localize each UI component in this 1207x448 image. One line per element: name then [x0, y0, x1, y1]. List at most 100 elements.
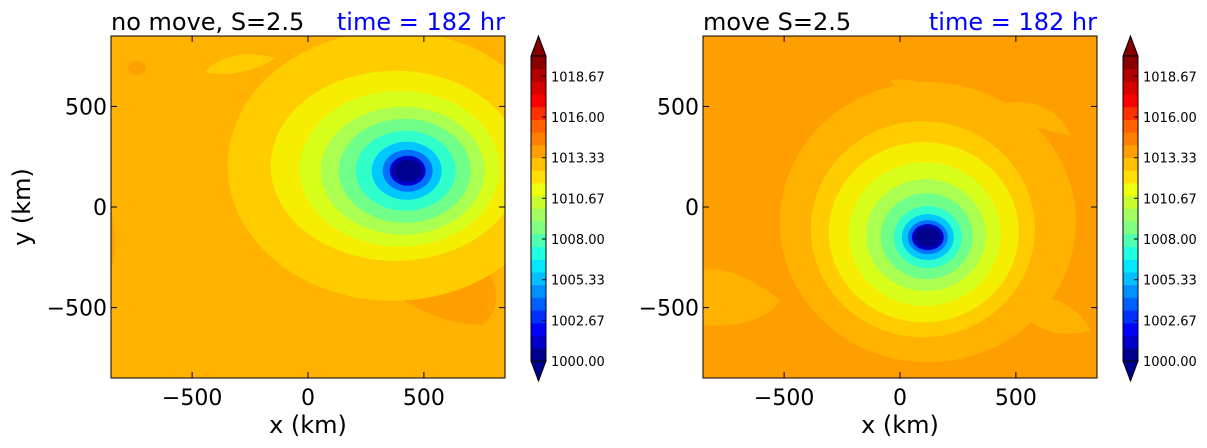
colorbar-band	[1123, 348, 1138, 362]
contour-band	[393, 159, 422, 182]
colorbar-band	[1123, 272, 1138, 286]
panel-title: move S=2.5	[703, 8, 851, 36]
y-axis-ticks: 500 0 −500	[639, 95, 1097, 322]
colorbar-band	[531, 183, 546, 197]
x-axis-ticks: −500 0 500	[754, 36, 1037, 411]
colorbar: 1000.00 1002.67 1005.33 1008.00 1010.67 1013.…	[530, 34, 605, 383]
colorbar-tick-label: 1013.33	[551, 152, 605, 167]
x-axis-label: x (km)	[861, 411, 939, 439]
colorbar-tick-label: 1000.00	[1143, 355, 1197, 370]
colorbar-band	[1123, 157, 1138, 171]
colorbar-band	[1123, 208, 1138, 222]
colorbar-band	[531, 144, 546, 159]
x-tick-label: 500	[995, 386, 1037, 411]
time-label: time = 182 hr	[929, 8, 1097, 36]
colorbar-tick-label: 1018.67	[551, 70, 605, 85]
y-axis-ticks: 500 0 −500	[47, 95, 505, 322]
colorbar-band	[531, 132, 546, 146]
colorbar-band	[531, 208, 546, 222]
colorbar-band	[531, 335, 546, 349]
colorbar-band	[531, 322, 546, 336]
colorbar-frame	[530, 55, 547, 362]
colorbar-extend-min	[1122, 360, 1139, 383]
colorbar-band	[1123, 106, 1138, 120]
x-axis-label: x (km)	[269, 411, 347, 439]
x-tick-label: −500	[162, 386, 222, 411]
colorbar-band	[1123, 297, 1138, 311]
colorbar-band	[531, 68, 546, 82]
colorbar-band	[531, 157, 546, 171]
x-tick-label: −500	[754, 386, 814, 411]
colorbar-band	[1123, 56, 1138, 70]
colorbar-band	[1123, 233, 1138, 248]
colorbar-frame	[1122, 55, 1139, 362]
colorbar-band	[531, 297, 546, 311]
panel-no-move: no move, S=2.5 time = 182 hr −500 0 500 50…	[8, 8, 605, 439]
colorbar-tick-label: 1018.67	[1143, 70, 1197, 85]
colorbar-band	[531, 106, 546, 120]
y-axis-label: y (km)	[8, 168, 36, 246]
colorbar-extend-min	[530, 360, 547, 383]
colorbar-band	[1123, 310, 1138, 324]
colorbar-extend-max	[530, 34, 547, 57]
x-tick-label: 0	[301, 386, 315, 411]
y-tick-label: 500	[657, 95, 699, 120]
colorbar-tick-label: 1002.67	[551, 314, 605, 329]
contour-plot-area	[703, 36, 1097, 378]
colorbar-band	[1123, 94, 1138, 108]
y-tick-label: −500	[639, 297, 699, 322]
colorbar-band	[1123, 335, 1138, 349]
colorbar-tick-label: 1002.67	[1143, 314, 1197, 329]
contour-patch	[128, 61, 146, 75]
colorbar-tick-label: 1008.00	[551, 233, 605, 248]
panel-title: no move, S=2.5	[111, 8, 304, 36]
colorbar-tick-label: 1000.00	[551, 355, 605, 370]
colorbar-band	[531, 94, 546, 108]
colorbar-band	[1123, 221, 1138, 235]
colorbar-tick-label: 1005.33	[551, 274, 605, 289]
contour-patch	[205, 54, 275, 74]
colorbar-tick-label: 1005.33	[1143, 274, 1197, 289]
time-label: time = 182 hr	[337, 8, 505, 36]
y-tick-label: 500	[65, 95, 107, 120]
colorbar-tick-label: 1016.00	[1143, 111, 1197, 126]
colorbar-band	[1123, 246, 1138, 260]
colorbar-band	[1123, 132, 1138, 146]
colorbar-band	[531, 56, 546, 70]
colorbar-tick-label: 1010.67	[1143, 192, 1197, 207]
colorbar-band	[531, 284, 546, 298]
colorbar-band	[1123, 284, 1138, 298]
x-tick-label: 0	[893, 386, 907, 411]
contour-patch	[1000, 101, 1070, 135]
panel-move: move S=2.5 time = 182 hr −500 0 500 5000−5…	[639, 8, 1197, 439]
colorbar-band	[1123, 170, 1138, 184]
colorbar-band	[531, 233, 546, 248]
colorbar-band	[1123, 81, 1138, 95]
colorbar-extend-max	[1122, 34, 1139, 57]
colorbar-band	[531, 170, 546, 184]
colorbar-band	[531, 195, 546, 209]
colorbar-band	[1123, 119, 1138, 133]
colorbar-band	[1123, 195, 1138, 209]
colorbar-tick-label: 1013.33	[1143, 152, 1197, 167]
y-tick-label: 0	[93, 196, 107, 221]
colorbar-tick-label: 1016.00	[551, 111, 605, 126]
colorbar-band	[1123, 322, 1138, 336]
colorbar-tick-label: 1010.67	[551, 192, 605, 207]
colorbar-band	[531, 310, 546, 324]
colorbar-band	[531, 221, 546, 235]
x-tick-label: 500	[403, 386, 445, 411]
colorbar: 1000.00 1002.67 1005.33 1008.00 1010.67 1013.…	[1122, 34, 1197, 383]
colorbar-band	[531, 272, 546, 286]
colorbar-band	[1123, 183, 1138, 197]
y-tick-label: 0	[685, 196, 699, 221]
contour-band	[914, 227, 941, 248]
colorbar-band	[531, 119, 546, 133]
colorbar-band	[531, 259, 546, 273]
contour-patch	[703, 269, 780, 326]
contour-plot-area	[111, 36, 505, 378]
colorbar-band	[531, 348, 546, 362]
colorbar-band	[1123, 259, 1138, 273]
contour-patch	[111, 210, 115, 270]
